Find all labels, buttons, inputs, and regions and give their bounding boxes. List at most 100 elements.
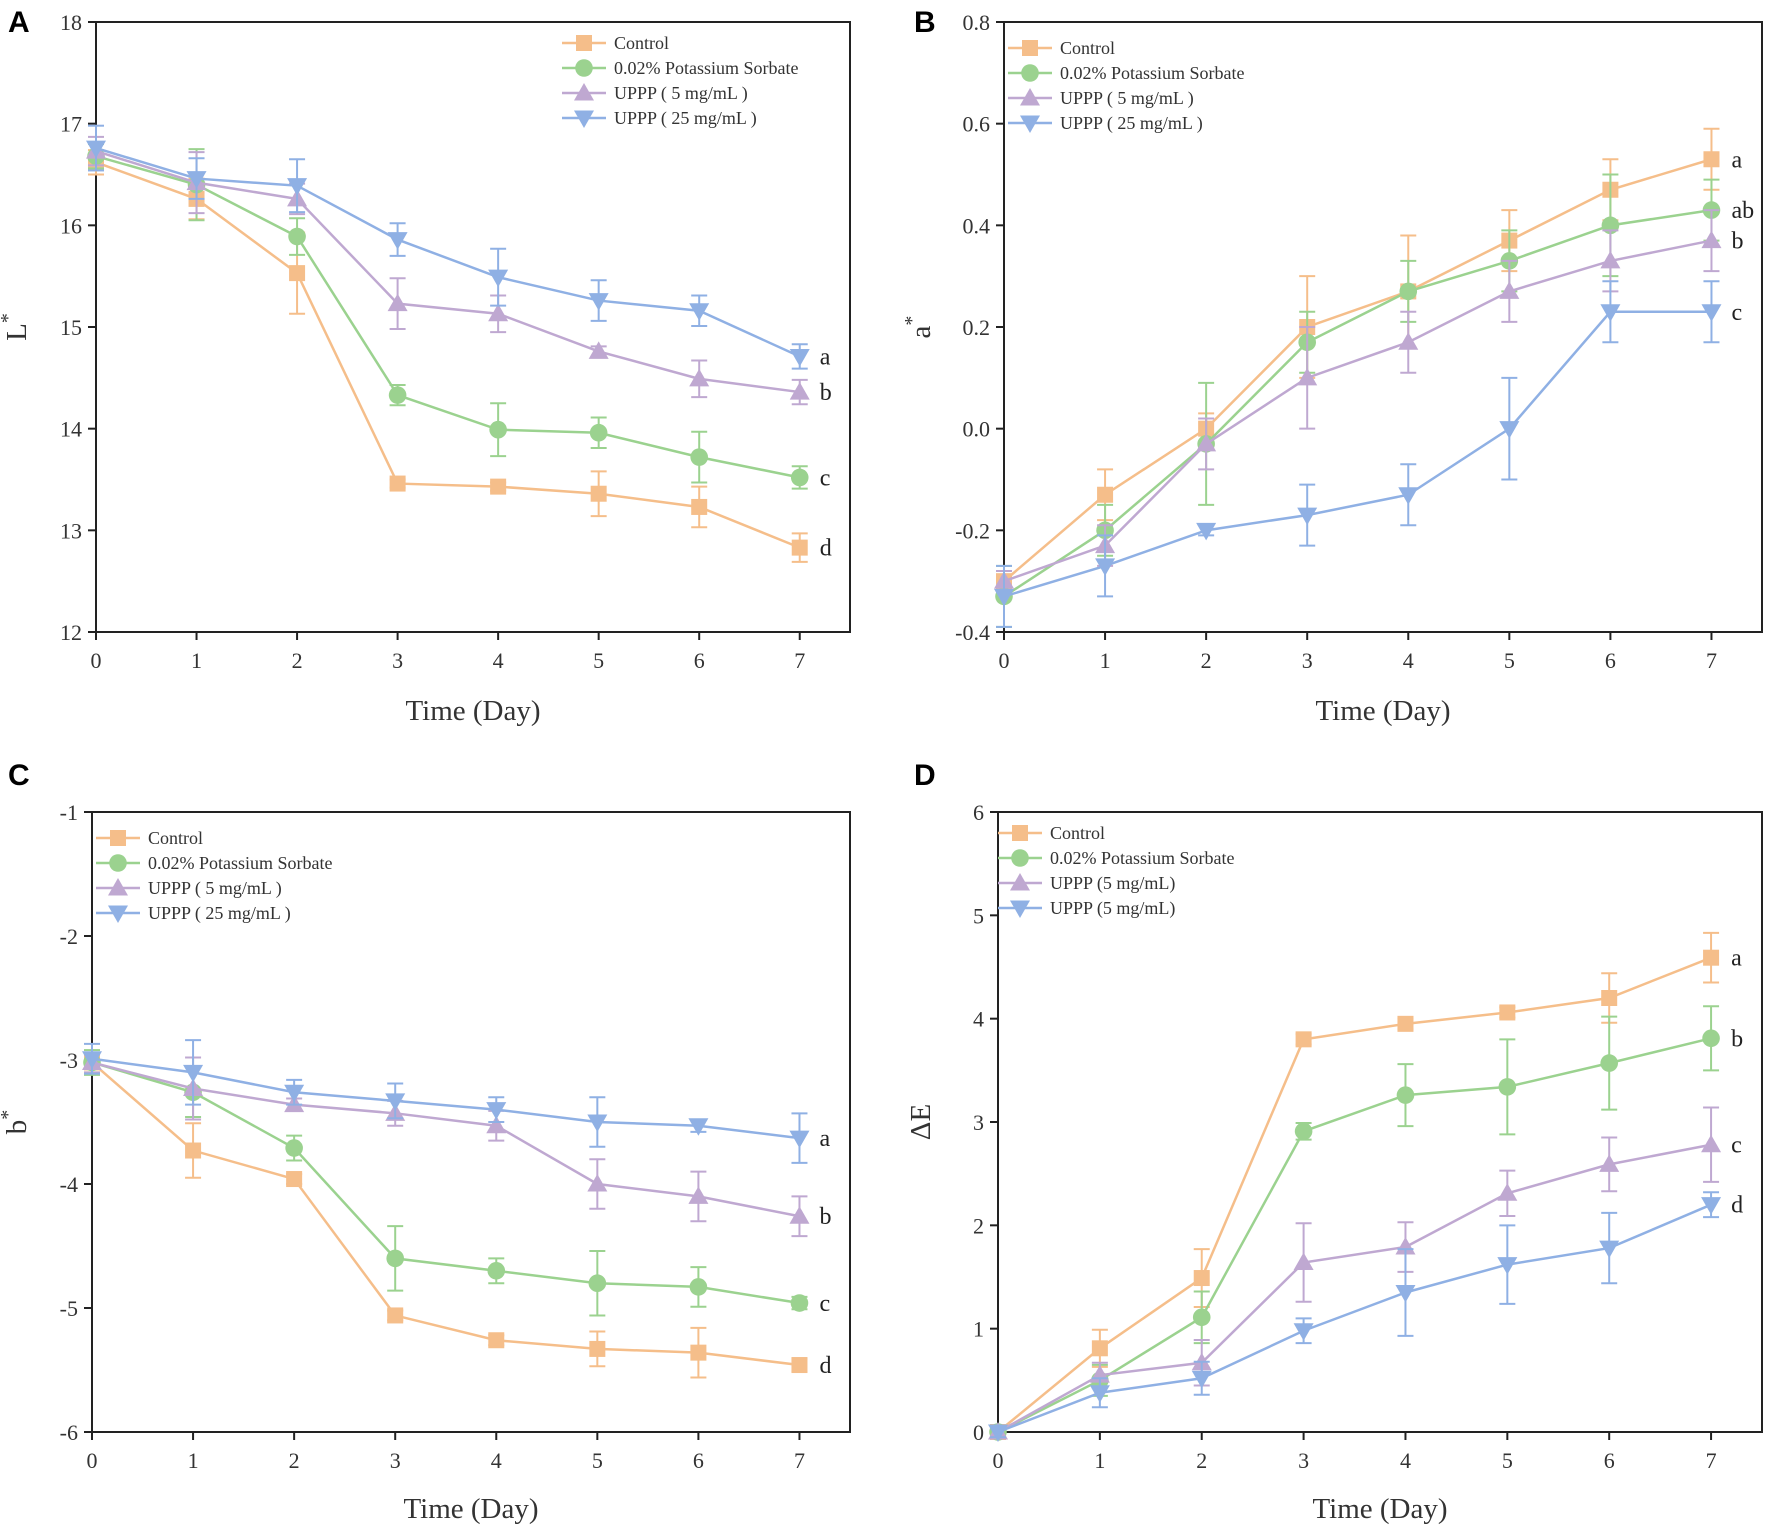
legend-marker xyxy=(1022,40,1038,56)
series-line xyxy=(91,1061,800,1218)
panel-letter: D xyxy=(914,759,936,792)
legend-label: 0.02% Potassium Sorbate xyxy=(614,58,799,78)
x-tick-label: 6 xyxy=(693,1448,704,1473)
data-point xyxy=(1600,250,1621,269)
x-tick-label: 1 xyxy=(1094,1448,1105,1473)
legend-entry: UPPP ( 5 mg/mL ) xyxy=(1008,88,1194,109)
x-axis-title: Time (Day) xyxy=(403,1493,538,1525)
series-line xyxy=(95,154,800,479)
data-point xyxy=(1297,507,1318,526)
data-point xyxy=(387,1307,404,1324)
data-point xyxy=(1193,1270,1210,1287)
legend-label: UPPP ( 25 mg/mL ) xyxy=(1060,113,1203,134)
data-point xyxy=(287,178,308,196)
x-tick-label: 5 xyxy=(1502,1448,1513,1473)
x-tick-label: 5 xyxy=(592,1448,603,1473)
significance-label: b xyxy=(819,1204,831,1230)
data-point xyxy=(789,382,810,400)
significance-label: a xyxy=(820,344,831,370)
legend-entry: UPPP (5 mg/mL) xyxy=(998,898,1175,919)
y-tick-label: 18 xyxy=(60,10,82,35)
x-axis-title: Time (Day) xyxy=(1315,695,1450,727)
y-tick-label: 0.4 xyxy=(963,213,991,238)
data-point xyxy=(1399,282,1418,301)
data-point xyxy=(589,423,608,442)
legend-entry: Control xyxy=(562,33,669,53)
x-tick-label: 0 xyxy=(999,648,1010,673)
x-tick-label: 7 xyxy=(1706,648,1717,673)
data-point xyxy=(183,1064,204,1083)
legend-entry: Control xyxy=(96,828,203,848)
data-point xyxy=(1294,1122,1313,1141)
y-tick-label: -5 xyxy=(60,1296,78,1321)
x-tick-label: 4 xyxy=(493,648,504,673)
series-2: b xyxy=(989,1005,1743,1441)
data-point xyxy=(1396,1086,1415,1104)
data-point xyxy=(689,368,710,387)
data-point xyxy=(789,348,810,367)
y-tick-label: 0.6 xyxy=(963,112,991,137)
data-point xyxy=(1192,1308,1211,1327)
data-point xyxy=(284,1084,305,1103)
legend-entry: 0.02% Potassium Sorbate xyxy=(998,848,1235,868)
legend-label: Control xyxy=(148,828,203,848)
series-1: d xyxy=(88,149,832,563)
data-point xyxy=(587,1174,608,1192)
data-point xyxy=(387,293,408,312)
data-point xyxy=(486,1102,507,1120)
data-point xyxy=(86,140,106,159)
x-tick-label: 3 xyxy=(1298,1448,1309,1473)
legend-entry: 0.02% Potassium Sorbate xyxy=(1008,63,1245,83)
data-point xyxy=(286,1171,303,1188)
data-point xyxy=(1196,433,1217,452)
series-4: c xyxy=(994,280,1742,628)
series-line xyxy=(95,146,801,358)
legend-marker xyxy=(1010,873,1030,891)
significance-label: b xyxy=(1731,229,1743,255)
data-point xyxy=(388,386,407,404)
y-axis-title: a* xyxy=(901,316,937,339)
data-point xyxy=(486,1115,507,1134)
y-tick-label: 1 xyxy=(973,1317,984,1342)
legend-label: UPPP (5 mg/mL) xyxy=(1050,898,1175,919)
chart-panel-c: C -6 -5 -4 -3 -2 -1 0 1 2 3 4 5 6 7 Time (Day) b* d Contro… xyxy=(0,759,851,1525)
x-tick-label: 1 xyxy=(1100,648,1111,673)
data-point xyxy=(789,1206,810,1224)
data-point xyxy=(690,1344,707,1361)
data-point xyxy=(690,448,708,466)
significance-label: c xyxy=(819,1291,830,1317)
data-point xyxy=(588,341,609,359)
y-tick-label: 2 xyxy=(973,1213,984,1238)
significance-label: d xyxy=(1731,1193,1743,1219)
y-tick-label: 13 xyxy=(60,518,82,543)
legend-entry: UPPP ( 25 mg/mL ) xyxy=(96,903,291,924)
y-tick-label: 0.0 xyxy=(963,417,991,442)
significance-label: b xyxy=(1731,1026,1743,1052)
x-tick-label: 5 xyxy=(1504,648,1515,673)
series-line xyxy=(997,956,1712,1433)
significance-label: c xyxy=(820,465,831,491)
legend-label: UPPP (5 mg/mL) xyxy=(1050,873,1175,894)
x-tick-label: 4 xyxy=(1400,1448,1411,1473)
data-point xyxy=(790,1294,809,1312)
data-point xyxy=(1499,421,1520,439)
x-tick-label: 3 xyxy=(392,648,403,673)
data-point xyxy=(1095,558,1116,576)
significance-label: c xyxy=(1731,1133,1742,1159)
x-tick-label: 7 xyxy=(1706,1448,1717,1473)
legend-marker xyxy=(1020,88,1040,106)
data-point xyxy=(1600,1054,1618,1072)
data-point xyxy=(1703,151,1720,168)
data-point xyxy=(1089,1385,1110,1403)
data-point xyxy=(1097,486,1114,503)
data-point xyxy=(289,265,306,282)
series-line xyxy=(95,149,800,394)
data-point xyxy=(1497,1183,1518,1201)
legend-marker xyxy=(110,830,126,846)
x-tick-label: 3 xyxy=(390,1448,401,1473)
data-point xyxy=(1702,1029,1720,1048)
data-point xyxy=(1293,1252,1314,1271)
x-axis-title: Time (Day) xyxy=(1312,1493,1447,1525)
panel-letter: A xyxy=(8,6,30,39)
significance-label: ab xyxy=(1731,198,1754,224)
